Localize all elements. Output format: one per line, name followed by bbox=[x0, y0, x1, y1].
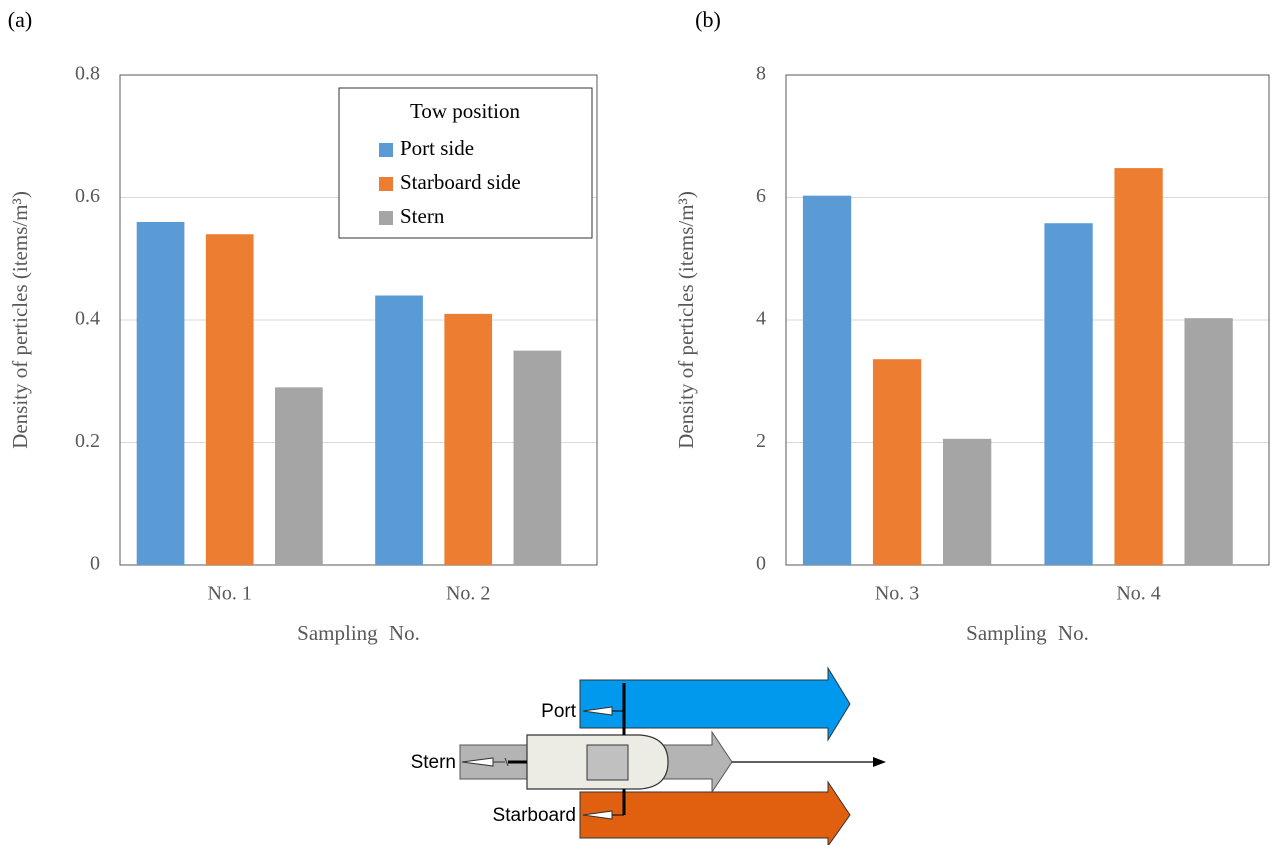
bar bbox=[802, 195, 852, 565]
bar bbox=[872, 359, 922, 565]
starboard-arrow bbox=[579, 780, 851, 845]
bar bbox=[1184, 318, 1233, 565]
cabin bbox=[586, 744, 629, 781]
heading-head bbox=[873, 757, 886, 767]
bar bbox=[1044, 223, 1093, 565]
x-tick-label: No. 3 bbox=[875, 583, 919, 605]
y-axis-title: Density of perticles (items/m³) bbox=[674, 191, 698, 449]
y-tick-label: 0.8 bbox=[75, 63, 100, 85]
y-tick-label: 0 bbox=[756, 553, 766, 575]
diagram-label: Port bbox=[541, 701, 577, 722]
y-tick-label: 4 bbox=[756, 308, 766, 330]
y-tick-label: 6 bbox=[756, 185, 766, 207]
diagram-label: Stern bbox=[411, 752, 456, 773]
y-tick-label: 0.4 bbox=[75, 308, 100, 330]
x-tick-label: No. 1 bbox=[207, 583, 251, 605]
bar bbox=[513, 350, 562, 565]
legend-swatch bbox=[379, 143, 393, 157]
bar bbox=[1114, 168, 1163, 565]
y-tick-label: 2 bbox=[756, 430, 766, 452]
panel-label: (b) bbox=[695, 7, 721, 32]
plot-frame bbox=[785, 74, 1270, 566]
bar bbox=[275, 387, 323, 565]
y-tick-label: 8 bbox=[756, 63, 766, 85]
legend-title: Tow position bbox=[410, 99, 520, 123]
bar bbox=[375, 295, 423, 565]
legend-label: Starboard side bbox=[400, 170, 521, 194]
x-tick-label: No. 2 bbox=[446, 583, 490, 605]
diagram-label: Starboard bbox=[493, 805, 576, 826]
net bbox=[582, 706, 613, 716]
plot-frame bbox=[119, 74, 598, 566]
x-axis-title: Sampling No. bbox=[297, 621, 420, 645]
legend-swatch bbox=[379, 177, 393, 191]
y-tick-label: 0.6 bbox=[75, 185, 100, 207]
legend-swatch bbox=[379, 211, 393, 225]
legend-label: Stern bbox=[400, 204, 445, 228]
bar bbox=[205, 234, 254, 565]
legend-label: Port side bbox=[400, 136, 474, 160]
port-arrow bbox=[579, 666, 851, 742]
net bbox=[582, 810, 613, 820]
panel-label: (a) bbox=[8, 7, 32, 32]
tow-line bbox=[493, 757, 509, 767]
tow-diagram: Port Stern Starboard bbox=[411, 666, 886, 845]
y-axis-title: Density of perticles (items/m³) bbox=[8, 191, 32, 449]
x-tick-label: No. 4 bbox=[1116, 583, 1160, 605]
x-axis-title: Sampling No. bbox=[966, 621, 1089, 645]
bar bbox=[136, 222, 185, 565]
bar bbox=[942, 438, 992, 565]
y-tick-label: 0 bbox=[90, 553, 100, 575]
bar bbox=[444, 313, 493, 565]
y-tick-label: 0.2 bbox=[75, 430, 100, 452]
